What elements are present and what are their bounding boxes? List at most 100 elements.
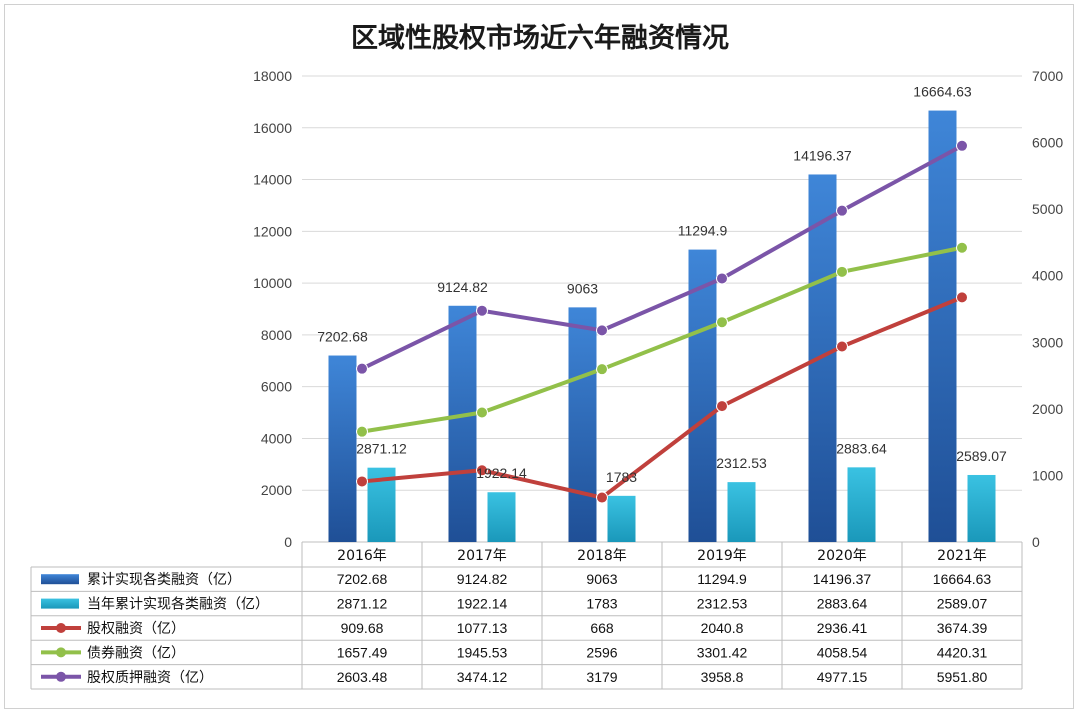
- right-tick-label: 7000: [1032, 68, 1063, 84]
- line-point: [476, 464, 488, 477]
- table-cell: 3301.42: [697, 644, 748, 660]
- line-point: [956, 291, 968, 304]
- table-cell: 2589.07: [937, 596, 988, 612]
- table-cell: 1922.14: [457, 596, 508, 612]
- line-series: [356, 139, 968, 504]
- table-cell: 4977.15: [817, 669, 868, 685]
- line-point: [716, 272, 728, 285]
- line-point: [836, 265, 848, 278]
- left-tick-label: 8000: [261, 327, 292, 343]
- table-cell: 1783: [586, 596, 617, 612]
- line-3: [361, 245, 963, 434]
- line-point: [596, 324, 608, 337]
- legend-key-bar: [41, 598, 79, 609]
- bar-current-year-financing: [847, 467, 876, 542]
- table-row-name: 累计实现各类融资（亿）: [87, 572, 241, 588]
- table-cell: 3674.39: [937, 620, 988, 636]
- line-point: [476, 406, 488, 419]
- table-header-year: 2016年: [337, 548, 387, 564]
- table-cell: 1077.13: [457, 620, 508, 636]
- line-point: [836, 204, 848, 217]
- line-point: [836, 340, 848, 353]
- table-header-year: 2021年: [937, 548, 987, 564]
- right-tick-label: 2000: [1032, 401, 1063, 417]
- legend-key-marker: [56, 623, 66, 633]
- line-2: [361, 295, 963, 500]
- left-tick-label: 2000: [261, 482, 292, 498]
- bar-cumulative-financing: [328, 355, 357, 542]
- line-point: [956, 139, 968, 152]
- table-header-year: 2020年: [817, 548, 867, 564]
- bar-current-year-financing: [487, 492, 516, 542]
- table-cell: 909.68: [341, 620, 384, 636]
- line-point: [956, 241, 968, 254]
- table-cell: 2936.41: [817, 620, 868, 636]
- legend-key-marker: [56, 671, 66, 682]
- bar-label-cumulative: 9063: [567, 280, 598, 296]
- chart-svg: 区域性股权市场近六年融资情况 0200040006000800010000120…: [30, 22, 1063, 690]
- line-4: [361, 144, 963, 371]
- line-point: [596, 363, 608, 376]
- legend-key-marker: [56, 647, 66, 658]
- bar-cumulative-financing: [928, 110, 957, 543]
- left-tick-label: 14000: [253, 172, 292, 188]
- left-tick-label: 12000: [253, 223, 292, 239]
- table-cell: 11294.9: [697, 571, 747, 587]
- bar-label-cumulative: 16664.63: [913, 84, 972, 100]
- bar-data-labels: 7202.68 2871.12 9124.82 1922.14 9063 1783 1129…: [317, 84, 1007, 485]
- right-axis-ticks: 0 1000 2000 3000 4000 5000 6000 7000: [1032, 68, 1063, 550]
- table-cell: 9063: [586, 571, 617, 587]
- table-cell: 4420.31: [937, 644, 988, 660]
- line-point: [716, 400, 728, 413]
- line-point: [356, 425, 368, 438]
- bar-current-year-financing: [727, 482, 756, 542]
- bar-cumulative-financing: [448, 305, 477, 542]
- table-cell: 2883.64: [817, 596, 868, 612]
- table-cell: 1657.49: [337, 644, 388, 660]
- left-tick-label: 6000: [261, 379, 292, 395]
- table-cell: 1945.53: [457, 644, 508, 660]
- right-tick-label: 5000: [1032, 201, 1063, 217]
- right-tick-label: 3000: [1032, 334, 1063, 350]
- right-tick-label: 4000: [1032, 268, 1063, 284]
- left-tick-label: 10000: [253, 275, 292, 291]
- table-cell: 2040.8: [701, 620, 744, 636]
- table-cell: 3474.12: [457, 669, 508, 685]
- chart-title: 区域性股权市场近六年融资情况: [351, 22, 729, 54]
- table-row-name: 股权融资（亿）: [87, 621, 185, 637]
- bar-label-cumulative: 11294.9: [678, 223, 728, 239]
- right-tick-label: 0: [1032, 534, 1040, 550]
- left-axis-ticks: 0 2000 4000 6000 8000 10000 12000 14000 16000 180…: [253, 68, 292, 550]
- line-point: [476, 304, 488, 317]
- table-cell: 3958.8: [701, 669, 744, 685]
- table-row-name: 股权质押融资（亿）: [87, 670, 213, 686]
- bar-cumulative-financing: [688, 249, 717, 542]
- data-table: 2016年 2017年 2018年 2019年 2020年 2021年累计实现各类融资（亿…: [30, 542, 1023, 690]
- chart-frame: 区域性股权市场近六年融资情况 0 2000 4000 6000 8000 10000 120…: [4, 4, 1074, 709]
- table-cell: 4058.54: [817, 644, 868, 660]
- table-header-year: 2018年: [577, 548, 627, 564]
- table-cell: 2312.53: [697, 596, 748, 612]
- right-tick-label: 6000: [1032, 135, 1063, 151]
- bar-label-current-year: 1783: [606, 469, 637, 485]
- left-tick-label: 0: [284, 534, 292, 550]
- table-cell: 668: [590, 620, 614, 636]
- table-cell: 16664.63: [933, 571, 992, 587]
- table-header-year: 2017年: [457, 548, 507, 564]
- table-row-name: 当年累计实现各类融资（亿）: [87, 597, 269, 613]
- table-row-name: 债券融资（亿）: [87, 645, 185, 661]
- line-point: [356, 362, 368, 375]
- bar-current-year-financing: [967, 474, 996, 542]
- table-cell: 3179: [586, 669, 617, 685]
- left-tick-label: 16000: [253, 120, 292, 136]
- right-tick-label: 1000: [1032, 467, 1063, 483]
- table-cell: 9124.82: [457, 571, 508, 587]
- line-point: [596, 491, 608, 504]
- table-cell: 14196.37: [813, 571, 872, 587]
- bar-label-current-year: 2883.64: [836, 440, 887, 456]
- bar-label-cumulative: 14196.37: [793, 147, 852, 163]
- left-tick-label: 4000: [261, 430, 292, 446]
- bar-label-current-year: 2312.53: [716, 455, 767, 471]
- bar-label-cumulative: 9124.82: [437, 279, 488, 295]
- bar-label-current-year: 1922.14: [476, 465, 527, 481]
